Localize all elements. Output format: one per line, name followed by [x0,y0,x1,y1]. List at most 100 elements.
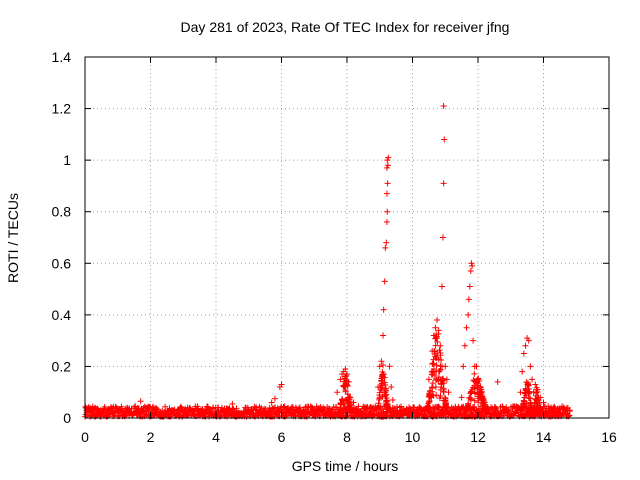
data-point [520,350,527,357]
data-point [467,268,474,275]
cluster-point [467,395,474,402]
cluster-point [468,389,474,396]
data-point [347,394,354,401]
data-point [376,363,383,370]
baseline-point [258,404,265,411]
x-axis-label: GPS time / hours [292,458,399,474]
cluster-point [480,402,487,409]
data-point [137,398,144,405]
cluster-point [382,391,389,398]
y-tick-label: 0.6 [52,255,72,271]
data-point [384,180,391,187]
baseline-point [119,407,126,414]
cluster-point [435,356,442,363]
data-point [334,389,341,396]
data-point [437,342,444,349]
cluster-point [383,397,390,404]
cluster-point [338,400,345,407]
data-point [441,136,448,143]
baseline-point [494,408,501,415]
cluster-point [535,404,542,411]
cluster-point [525,395,532,402]
data-point [471,363,478,370]
cluster-point [379,362,386,369]
data-point [439,234,446,241]
cluster-point [471,397,478,404]
x-tick-label: 0 [81,429,89,445]
y-tick-label: 1 [63,152,71,168]
data-point [438,283,445,290]
cluster-point [339,396,346,403]
data-point [440,180,447,187]
data-point [425,376,432,383]
data-point [478,389,485,396]
data-point [540,399,547,406]
cluster-point [530,404,537,411]
data-point [278,381,285,388]
cluster-point [525,382,532,389]
y-tick-label: 0.4 [52,307,72,323]
y-tick-label: 0 [63,410,71,426]
data-point [458,394,465,401]
data-point [525,337,532,344]
cluster-point [469,384,476,391]
cluster-point [429,360,436,367]
cluster-point [376,394,383,401]
cluster-point [530,408,537,415]
data-point [522,342,529,349]
data-point [380,306,387,313]
data-point [435,327,442,334]
data-point [337,376,344,383]
x-tick-label: 4 [212,429,220,445]
cluster-point [479,394,486,401]
data-point [461,342,468,349]
cluster-point [344,383,351,390]
cluster-point [379,372,386,379]
y-tick-label: 1.4 [52,49,72,65]
data-point [344,371,350,378]
baseline-point [149,403,156,410]
y-tick-label: 1.2 [52,101,72,117]
baseline-point [272,404,279,411]
cluster-point [442,401,449,408]
cluster-point [427,393,434,400]
baseline-point [551,403,558,410]
data-point [389,396,396,403]
data-point [481,399,488,406]
cluster-point [344,391,351,398]
cluster-point [473,382,480,389]
cluster-point [522,390,529,397]
cluster-point [336,406,343,413]
cluster-point [429,380,436,387]
data-point [383,219,390,226]
cluster-point [426,399,433,406]
cluster-point [432,355,439,362]
data-markers [82,102,573,420]
data-point [470,337,477,344]
data-point [550,404,557,411]
data-point [386,363,393,370]
y-tick-label: 0.2 [52,358,72,374]
cluster-point [438,384,445,391]
data-point [519,368,526,375]
baseline-point [118,403,125,410]
data-point [466,283,473,290]
cluster-point [436,395,443,402]
data-point [383,239,390,246]
data-point [530,389,537,396]
data-point [532,381,539,388]
cluster-point [533,396,540,403]
cluster-point [433,391,440,398]
baseline-point [427,407,434,414]
data-point [463,324,470,331]
cluster-point [531,399,538,406]
data-point [388,384,395,391]
data-point [443,376,450,383]
x-tick-label: 10 [405,429,421,445]
cluster-point [437,350,444,357]
cluster-point [520,397,527,404]
cluster-point [521,394,528,401]
cluster-point [527,395,534,402]
x-tick-label: 6 [278,429,286,445]
